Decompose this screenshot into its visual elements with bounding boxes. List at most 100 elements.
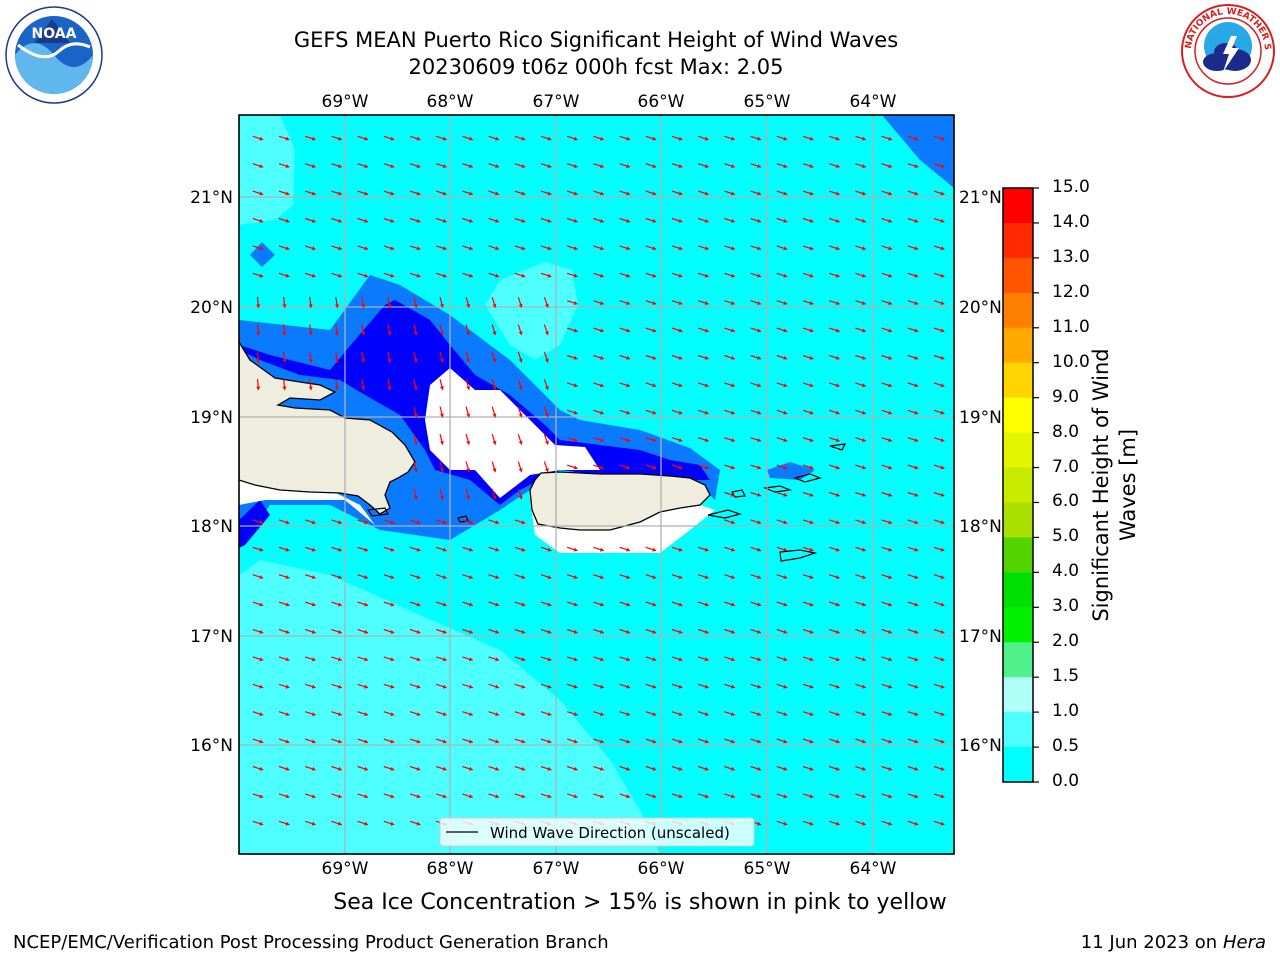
wave-arrowhead: [861, 465, 866, 470]
wave-arrowhead: [442, 136, 447, 141]
bottom-lon-label: 69°W: [322, 859, 369, 879]
colorbar-tick-label: 11.0: [1052, 316, 1090, 337]
wave-arrowhead: [361, 358, 366, 363]
wave-arrowhead: [518, 495, 523, 500]
wave-arrowhead: [757, 410, 762, 415]
wave-arrowhead: [861, 575, 866, 580]
wave-arrowhead: [416, 766, 421, 771]
wave-arrowhead: [599, 136, 604, 141]
wave-arrowhead: [599, 657, 604, 662]
wave-arrowhead: [914, 739, 919, 744]
wave-arrowhead: [259, 766, 264, 771]
wave-arrowhead: [809, 766, 814, 771]
wave-arrowhead: [783, 191, 788, 196]
wave-arrowhead: [547, 739, 552, 744]
wave-arrowhead: [337, 547, 342, 552]
wave-arrowhead: [835, 492, 840, 497]
wave-arrowhead: [704, 575, 709, 580]
wave-arrowhead: [783, 520, 788, 525]
wave-arrowhead: [413, 413, 418, 418]
wave-arrowhead: [940, 246, 945, 251]
wave-arrowhead: [626, 246, 631, 251]
wave-arrowhead: [914, 218, 919, 223]
wave-arrowhead: [757, 246, 762, 251]
wave-arrowhead: [835, 520, 840, 525]
wave-arrowhead: [259, 520, 264, 525]
wave-arrowhead: [652, 465, 657, 470]
wave-arrowhead: [704, 301, 709, 306]
wave-arrowhead: [416, 657, 421, 662]
wave-arrowhead: [652, 547, 657, 552]
wave-arrowhead: [573, 547, 578, 552]
top-lon-label: 66°W: [638, 92, 685, 112]
wave-arrowhead: [364, 602, 369, 607]
wave-arrowhead: [259, 602, 264, 607]
wave-arrowhead: [285, 712, 290, 717]
wave-arrowhead: [413, 495, 418, 500]
wave-arrowhead: [544, 331, 549, 335]
wave-arrowhead: [914, 191, 919, 196]
wave-arrowhead: [390, 520, 395, 525]
wave-arrowhead: [809, 657, 814, 662]
land-st-croix: [779, 549, 818, 562]
wave-arrowhead: [495, 164, 500, 169]
wave-arrowhead: [888, 492, 893, 497]
wave-arrowhead: [468, 164, 473, 169]
wave-arrowhead: [544, 385, 549, 390]
wave-arrowhead: [442, 547, 447, 552]
wave-arrowhead: [940, 328, 945, 333]
wave-arrowhead: [544, 413, 549, 418]
wave-arrowhead: [861, 520, 866, 525]
wave-arrowhead: [468, 246, 473, 251]
wave-arrowhead: [547, 191, 552, 196]
wave-arrowhead: [495, 575, 500, 580]
wave-arrowhead: [678, 602, 683, 607]
wave-arrowhead: [783, 246, 788, 251]
wave-arrowhead: [547, 218, 552, 223]
wave-arrowhead: [416, 684, 421, 689]
wave-arrowhead: [914, 136, 919, 141]
wave-arrowhead: [940, 136, 945, 141]
wave-arrowhead: [704, 739, 709, 744]
wave-arrowhead: [626, 136, 631, 141]
wave-arrowhead: [390, 218, 395, 223]
wave-arrowhead: [413, 386, 418, 390]
wave-arrowhead: [678, 136, 683, 141]
wave-arrowhead: [337, 657, 342, 662]
footer-credit: NCEP/EMC/Verification Post Processing Pr…: [13, 932, 609, 953]
colorbar-segment: [1003, 502, 1033, 538]
wave-arrowhead: [521, 629, 526, 634]
wave-arrowhead: [311, 191, 316, 196]
wave-arrowhead: [599, 547, 604, 552]
wave-arrowhead: [940, 191, 945, 196]
wave-arrowhead: [416, 794, 421, 799]
wave-arrowhead: [599, 602, 604, 607]
wave-arrowhead: [390, 575, 395, 580]
wave-arrowhead: [416, 547, 421, 552]
wave-arrowhead: [259, 575, 264, 580]
bottom-lon-label: 65°W: [744, 859, 791, 879]
wave-arrowhead: [783, 383, 788, 388]
wave-arrowhead: [416, 575, 421, 580]
wave-arrowhead: [547, 575, 552, 580]
wave-arrowhead: [439, 468, 444, 473]
wave-arrowhead: [730, 629, 735, 634]
wave-arrowhead: [835, 629, 840, 634]
wave-arrowhead: [573, 301, 578, 306]
wave-arrowhead: [337, 629, 342, 634]
wave-arrowhead: [311, 602, 316, 607]
wave-arrowhead: [439, 331, 444, 336]
wave-arrowhead: [914, 465, 919, 470]
wave-arrowhead: [442, 520, 447, 525]
wave-arrowhead: [364, 629, 369, 634]
wave-arrowhead: [390, 602, 395, 607]
wave-arrowhead: [573, 218, 578, 223]
wave-arrowhead: [704, 602, 709, 607]
colorbar-segment: [1003, 677, 1033, 713]
wave-arrowhead: [311, 794, 316, 799]
wave-arrowhead: [416, 739, 421, 744]
wave-arrowhead: [466, 495, 471, 500]
wave-arrowhead: [466, 468, 471, 473]
wave-arrowhead: [626, 273, 631, 278]
